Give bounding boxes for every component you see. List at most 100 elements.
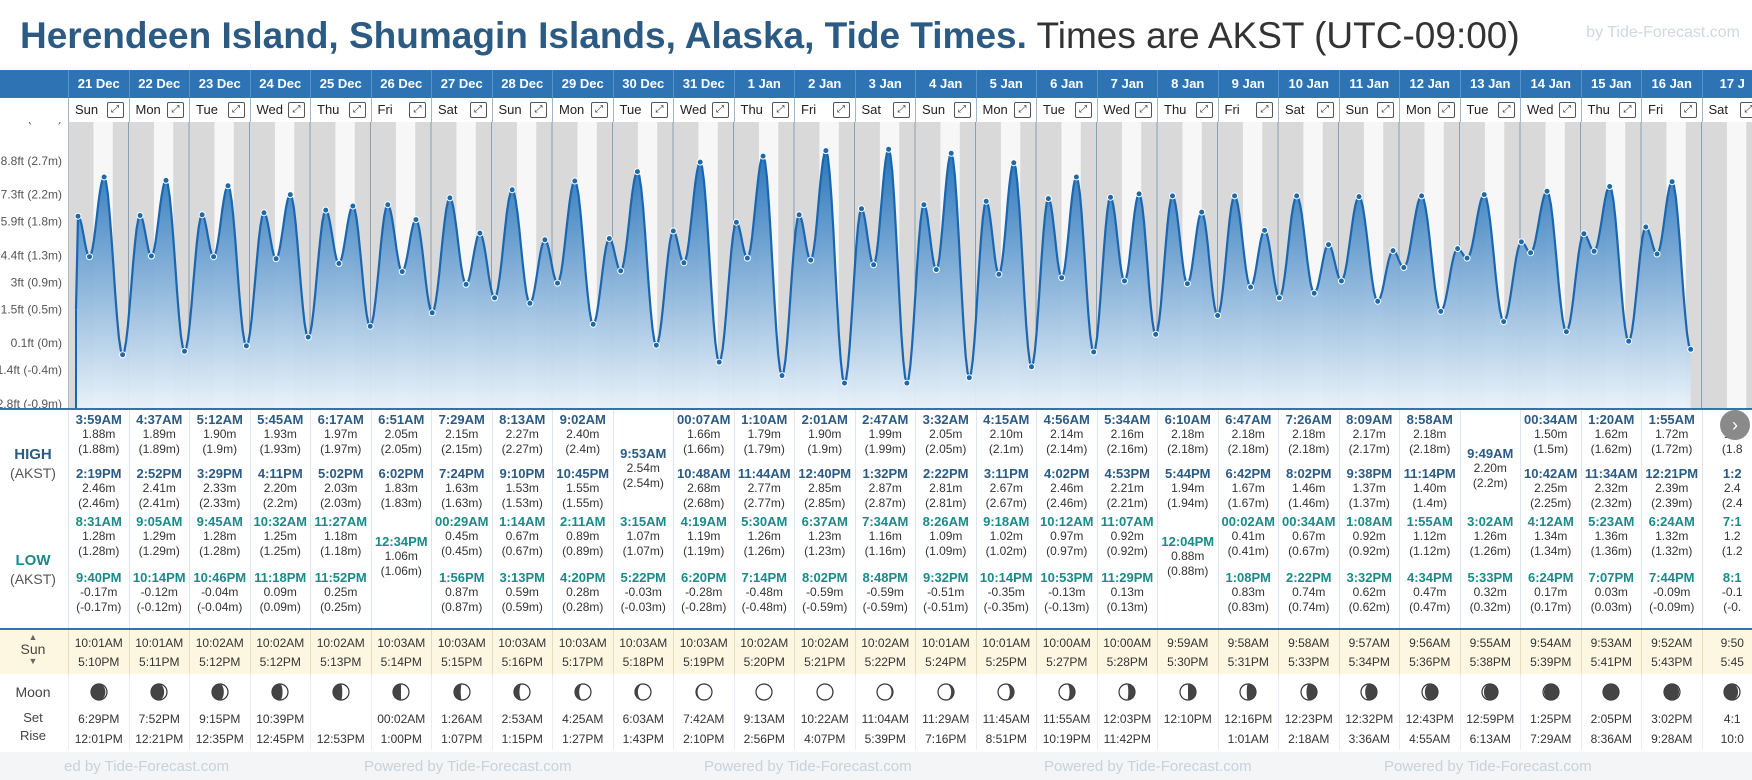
high-tide-height: 1.97m — [324, 427, 358, 441]
low-tide-height: -0.1 — [1721, 585, 1743, 599]
tide-day-column: 6:10AM 2.18m (2.18m) 5:44PM 1.94m (1.94m) 12:0… — [1157, 410, 1218, 630]
date-cell: 24 Dec — [249, 70, 311, 98]
low-tide-entry: 5:22PM -0.03m (-0.03m) — [614, 570, 674, 615]
low-tide-height: 0.32m — [1473, 585, 1507, 599]
scroll-right-arrow-icon[interactable]: › — [1720, 410, 1750, 440]
sunrise-time: 10:02AM — [195, 636, 244, 650]
high-tide-height-m: (1.9m) — [202, 442, 238, 456]
sunrise-time: 10:03AM — [437, 636, 486, 650]
high-tide-entry: 6:10AM 2.18m (2.18m) — [1158, 412, 1218, 457]
expand-icon[interactable]: ⤢ — [348, 102, 366, 118]
low-tide-entry: 1:08PM 0.83m (0.83m) — [1219, 570, 1279, 615]
expand-icon[interactable]: ⤢ — [893, 102, 910, 118]
expand-icon[interactable]: ⤢ — [167, 102, 184, 118]
tide-extreme-point — [1275, 294, 1283, 302]
tide-day-column: 8:09AM 2.17m (2.17m) 9:38PM 1.37m (1.37m) 1:08… — [1338, 410, 1400, 630]
moon-shadow — [1424, 684, 1438, 700]
low-tide-entry: 7:34AM 1.16m (1.16m) — [856, 514, 916, 559]
date-cell: 22 Dec — [128, 70, 190, 98]
high-tide-height: 1.90m — [203, 427, 237, 441]
low-tide-entry: 10:53PM -0.13m (-0.13m) — [1037, 570, 1097, 615]
expand-icon[interactable]: ⤢ — [1679, 102, 1697, 118]
moon-day-cell: 12:23PM 2:18AM — [1278, 674, 1339, 750]
low-tide-entry: 10:46PM -0.04m (-0.04m) — [190, 570, 250, 615]
moon-phase-icon — [1300, 683, 1318, 701]
expand-icon[interactable]: ⤢ — [288, 102, 305, 118]
weekday-cell: Mon ⤢ — [1399, 98, 1460, 122]
high-tide-height: 1.63m — [445, 481, 479, 495]
weekday-cell: Wed ⤢ — [1096, 98, 1158, 122]
high-tide-height-m: (1.55m) — [562, 496, 604, 510]
y-tick-label: 1.5ft (0.5m) — [1, 302, 62, 316]
expand-icon[interactable]: ⤢ — [1437, 102, 1455, 118]
expand-icon[interactable]: ⤢ — [1377, 102, 1394, 118]
tide-extreme-point — [162, 176, 170, 184]
tide-day-column: 7:26AM 2.18m (2.18m) 8:02PM 1.46m (1.46m) 00:3… — [1278, 410, 1339, 630]
sunset-time: 5:21PM — [804, 655, 846, 669]
high-tide-height-m: (2.41m) — [138, 496, 180, 510]
sun-label: Sun — [20, 641, 46, 657]
expand-icon[interactable]: ⤢ — [1074, 102, 1092, 118]
expand-icon[interactable]: ⤢ — [1256, 102, 1273, 118]
tide-day-column: 6:47AM 2.18m (2.18m) 6:42PM 1.67m (1.67m) 00:0… — [1217, 410, 1279, 630]
moonrise-time: 2:56PM — [743, 732, 785, 746]
high-tide-time: 5:44PM — [1164, 466, 1211, 481]
low-tide-height-m: (1.09m) — [925, 544, 967, 558]
high-tide-height: 2.25m — [1534, 481, 1568, 495]
low-tide-height-m: (-0. — [1723, 600, 1742, 614]
high-tide-height-m: (2.85m) — [804, 496, 846, 510]
expand-icon[interactable]: ⤢ — [1195, 102, 1213, 118]
tide-extreme-point — [1500, 318, 1508, 326]
low-tide-height-m: (1.28m) — [199, 544, 241, 558]
low-tide-height-m: (0.67m) — [1288, 544, 1330, 558]
expand-icon[interactable]: ⤢ — [832, 102, 850, 118]
low-tide-height-m: (-0.04m) — [197, 600, 243, 614]
moon-day-cell: 7:52PM 12:21PM — [128, 674, 190, 750]
expand-icon[interactable]: ⤢ — [1316, 102, 1334, 118]
y-tick-label: 0.1ft (0m) — [11, 336, 62, 350]
expand-icon[interactable]: ⤢ — [469, 102, 487, 118]
expand-icon[interactable]: ⤢ — [1740, 102, 1752, 118]
expand-icon[interactable]: ⤢ — [530, 102, 547, 118]
expand-icon[interactable]: ⤢ — [590, 102, 608, 118]
moonset-time: 7:52PM — [138, 712, 180, 726]
date-cell: 12 Jan — [1399, 70, 1460, 98]
expand-icon[interactable]: ⤢ — [1619, 102, 1636, 118]
tide-extreme-point — [384, 201, 392, 209]
weekday-cell: Wed ⤢ — [673, 98, 734, 122]
y-tick-label: 8.8ft (2.7m) — [1, 154, 62, 168]
high-tide-height: 2.39m — [1655, 481, 1689, 495]
low-tide-height-m: (1.25m) — [259, 544, 301, 558]
low-tide-time: 1:56PM — [438, 570, 485, 585]
expand-icon[interactable]: ⤢ — [1014, 102, 1031, 118]
high-tide-height: 2.03m — [324, 481, 358, 495]
expand-icon[interactable]: ⤢ — [1135, 102, 1152, 118]
tide-extreme-point — [1437, 307, 1445, 315]
high-tide-time: 7:29AM — [438, 412, 485, 427]
moon-shadow — [695, 684, 704, 700]
expand-icon[interactable]: ⤢ — [106, 102, 124, 118]
tide-day-column: 00:34AM 1.50m (1.5m) 10:42AM 2.25m (2.25m) 4:1… — [1520, 410, 1581, 630]
expand-icon[interactable]: ⤢ — [772, 102, 789, 118]
expand-icon[interactable]: ⤢ — [711, 102, 729, 118]
expand-icon[interactable]: ⤢ — [409, 102, 426, 118]
high-tide-entry: 4:11PM 2.20m (2.2m) — [251, 466, 311, 511]
high-tide-height-m: (2.46m) — [1046, 496, 1088, 510]
sun-day-cell: 9:59AM 5:30PM — [1157, 630, 1218, 676]
tide-extreme-point — [491, 294, 499, 302]
date-cell: 28 Dec — [491, 70, 553, 98]
high-tide-height-m: (2.2m) — [1472, 476, 1508, 490]
expand-icon[interactable]: ⤢ — [651, 102, 668, 118]
weekday-label: Mon — [559, 102, 585, 117]
sun-up-arrow-icon: ▲ — [28, 632, 38, 642]
expand-icon[interactable]: ⤢ — [227, 102, 245, 118]
expand-icon[interactable]: ⤢ — [953, 102, 971, 118]
low-tide-height: 1.18m — [324, 529, 358, 543]
expand-icon[interactable]: ⤢ — [1558, 102, 1576, 118]
moonrise-time: 1:00PM — [380, 732, 422, 746]
moon-phase-icon — [90, 683, 108, 701]
expand-icon[interactable]: ⤢ — [1498, 102, 1515, 118]
high-tide-height: 2.18m — [1171, 427, 1205, 441]
high-tide-height-m: (2.1m) — [988, 442, 1024, 456]
weekday-label: Sat — [1285, 102, 1305, 117]
